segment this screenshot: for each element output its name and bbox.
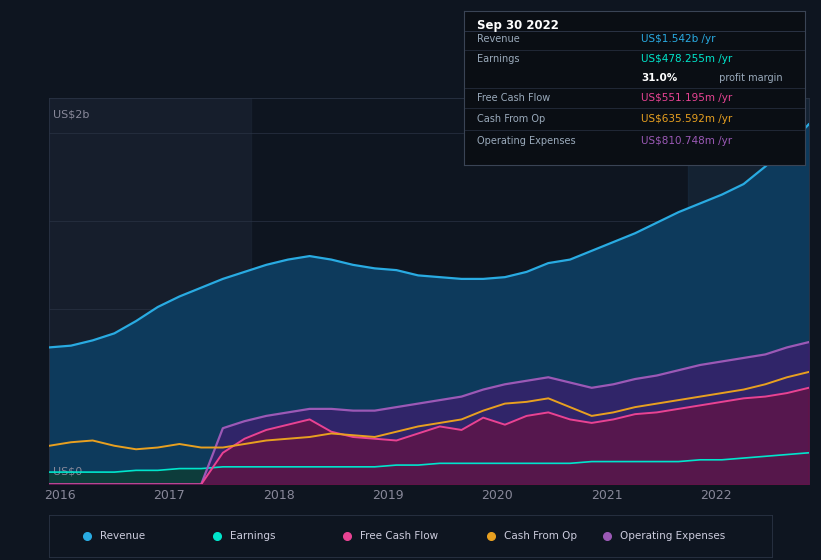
Text: profit margin: profit margin bbox=[716, 73, 782, 83]
Text: Revenue: Revenue bbox=[478, 34, 521, 44]
Text: US$0: US$0 bbox=[53, 466, 82, 477]
Text: Free Cash Flow: Free Cash Flow bbox=[478, 93, 551, 103]
Text: Earnings: Earnings bbox=[230, 531, 275, 541]
Text: Sep 30 2022: Sep 30 2022 bbox=[478, 19, 559, 32]
Text: Free Cash Flow: Free Cash Flow bbox=[360, 531, 438, 541]
Text: US$2b: US$2b bbox=[53, 110, 89, 120]
Text: US$1.542b /yr: US$1.542b /yr bbox=[641, 34, 716, 44]
Text: US$551.195m /yr: US$551.195m /yr bbox=[641, 93, 732, 103]
Text: 31.0%: 31.0% bbox=[641, 73, 677, 83]
Text: Cash From Op: Cash From Op bbox=[478, 114, 546, 124]
Text: Earnings: Earnings bbox=[478, 54, 520, 64]
Text: US$810.748m /yr: US$810.748m /yr bbox=[641, 136, 732, 146]
Text: Operating Expenses: Operating Expenses bbox=[620, 531, 725, 541]
Bar bbox=[689, 98, 809, 484]
Text: Cash From Op: Cash From Op bbox=[504, 531, 577, 541]
Text: Revenue: Revenue bbox=[100, 531, 145, 541]
Text: US$478.255m /yr: US$478.255m /yr bbox=[641, 54, 732, 64]
Text: US$635.592m /yr: US$635.592m /yr bbox=[641, 114, 732, 124]
Text: Operating Expenses: Operating Expenses bbox=[478, 136, 576, 146]
Bar bbox=[49, 98, 251, 484]
